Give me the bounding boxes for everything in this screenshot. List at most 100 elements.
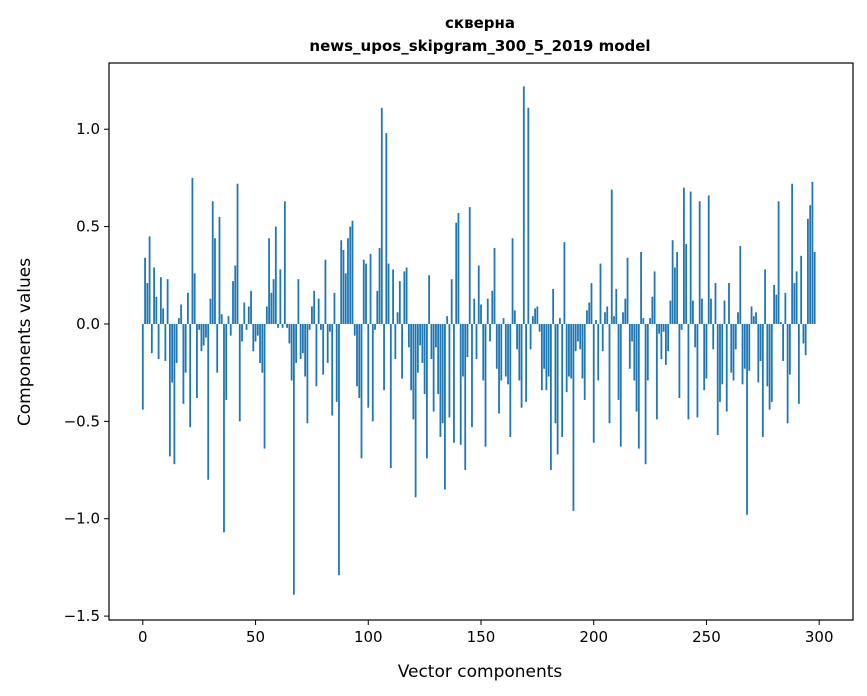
bar-22: [191, 177, 194, 324]
bar-76: [313, 290, 316, 324]
bar-168: [520, 323, 523, 408]
bar-220: [637, 323, 640, 449]
bar-195: [581, 323, 584, 379]
bar-277: [766, 323, 769, 387]
bar-289: [793, 283, 796, 324]
bar-232: [664, 323, 667, 365]
bar-250: [705, 323, 708, 379]
x-tick-label: 0: [138, 628, 148, 646]
bar-113: [396, 312, 399, 324]
bar-240: [683, 187, 685, 324]
bar-66: [290, 323, 293, 381]
bar-18: [182, 323, 185, 404]
bar-159: [500, 323, 503, 381]
bar-56: [268, 238, 270, 324]
bar-92: [349, 226, 352, 324]
y-tick-label: 1.0: [76, 120, 100, 138]
bar-293: [802, 323, 805, 344]
chart-title-line1: скверна: [445, 14, 515, 32]
bar-96: [358, 323, 361, 398]
bar-38: [227, 316, 230, 324]
bar-271: [752, 316, 755, 324]
bar-171: [527, 107, 530, 324]
bar-25: [198, 323, 201, 330]
bar-297: [811, 181, 814, 324]
bar-109: [387, 263, 390, 324]
bar-81: [324, 259, 327, 324]
bar-248: [701, 298, 703, 324]
bar-179: [545, 323, 548, 391]
bar-94: [353, 323, 356, 336]
bar-36: [223, 323, 225, 533]
bar-209: [613, 316, 615, 324]
bar-8: [159, 277, 162, 324]
bar-55: [265, 306, 268, 324]
bar-125: [423, 323, 426, 395]
bar-39: [229, 323, 232, 336]
bar-176: [538, 323, 541, 332]
bar-216: [628, 323, 631, 369]
bar-77: [315, 323, 318, 387]
bar-31: [211, 201, 214, 324]
bar-26: [200, 323, 203, 352]
bar-162: [507, 323, 509, 385]
bar-284: [782, 323, 785, 361]
bar-221: [640, 251, 642, 324]
bar-180: [547, 323, 550, 377]
bar-23: [193, 273, 196, 324]
x-tick-label: 250: [692, 628, 721, 646]
bar-202: [597, 323, 600, 381]
bar-61: [279, 269, 282, 324]
bar-254: [714, 283, 717, 324]
bar-126: [425, 323, 428, 459]
bar-7: [157, 323, 160, 360]
bar-243: [689, 191, 692, 324]
bar-44: [241, 323, 243, 342]
bar-143: [464, 323, 467, 471]
bar-114: [398, 281, 401, 324]
bar-239: [680, 323, 683, 330]
bar-32: [214, 238, 216, 324]
bar-226: [651, 296, 654, 324]
x-tick-label: 50: [246, 628, 265, 646]
bar-71: [301, 323, 304, 354]
bar-273: [757, 323, 760, 383]
bar-65: [288, 323, 291, 344]
bar-50: [254, 323, 257, 342]
bar-234: [669, 300, 672, 324]
bar-223: [644, 323, 647, 465]
bar-1: [144, 257, 146, 324]
bar-98: [362, 259, 365, 324]
bar-158: [498, 323, 500, 414]
bar-14: [173, 323, 176, 465]
bar-57: [270, 292, 273, 324]
bar-72: [304, 323, 307, 377]
bar-215: [626, 257, 629, 324]
bar-29: [207, 323, 210, 480]
bar-73: [306, 323, 309, 424]
bar-213: [622, 312, 624, 324]
bar-90: [344, 273, 347, 324]
y-tick-label: −1.0: [64, 510, 100, 528]
bar-260: [728, 283, 730, 324]
bar-95: [356, 323, 358, 387]
bar-269: [748, 323, 751, 371]
bar-13: [171, 323, 174, 383]
bar-68: [295, 323, 298, 363]
bar-217: [631, 323, 633, 342]
y-axis-label: Components values: [15, 258, 35, 426]
bar-206: [606, 306, 609, 324]
bar-5: [153, 267, 155, 324]
bar-224: [646, 323, 649, 381]
bar-160: [502, 318, 505, 324]
bar-152: [484, 323, 487, 447]
bar-134: [444, 323, 446, 490]
bar-173: [531, 316, 534, 324]
bar-112: [394, 323, 397, 360]
bar-139: [455, 222, 458, 324]
bar-163: [509, 323, 512, 437]
bar-11: [166, 279, 169, 324]
bar-27: [202, 323, 205, 346]
bar-246: [696, 323, 699, 418]
bar-35: [220, 314, 223, 324]
